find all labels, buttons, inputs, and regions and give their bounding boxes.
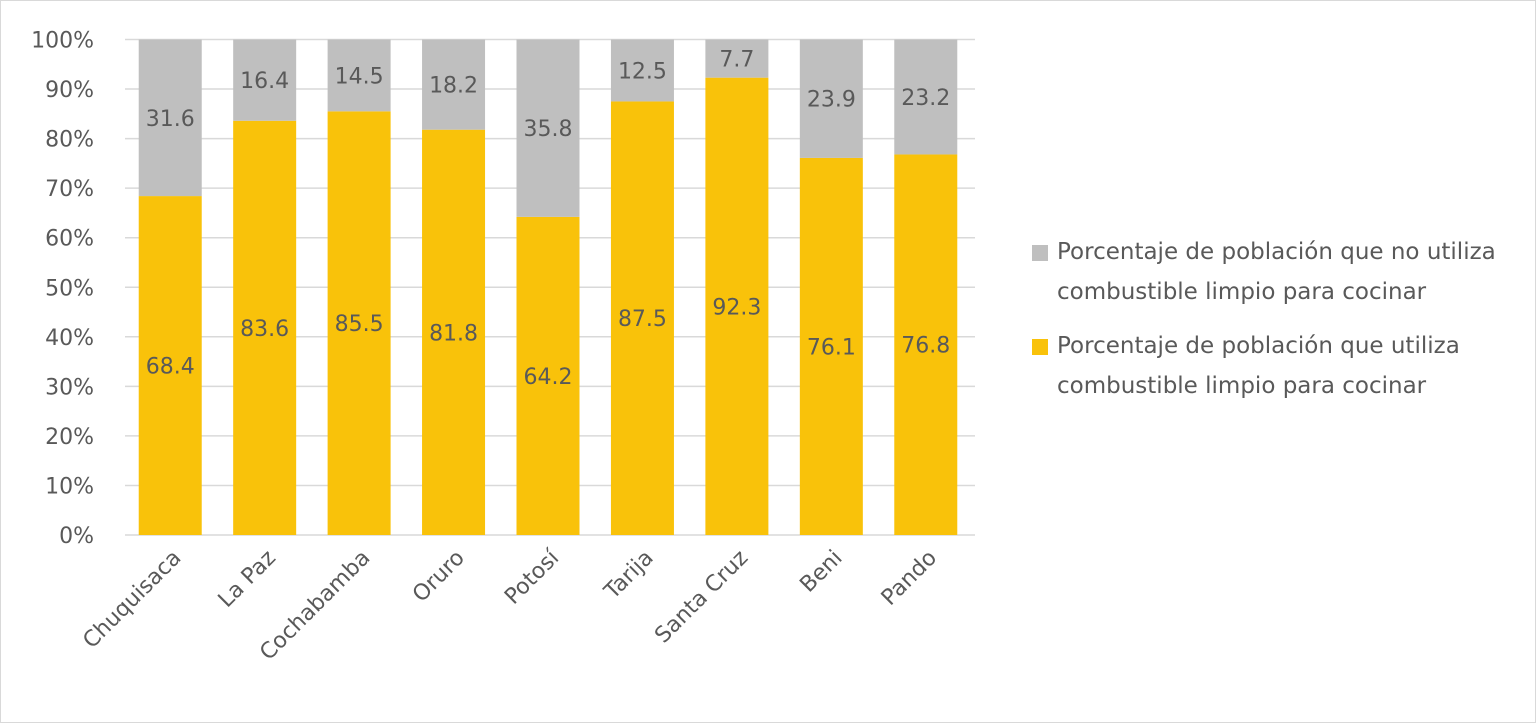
bar-segment xyxy=(327,111,391,535)
y-tick-label: 90% xyxy=(45,78,94,103)
y-tick-label: 50% xyxy=(45,276,94,301)
data-label: 92.3 xyxy=(712,295,761,320)
bar-segment xyxy=(516,39,580,217)
y-tick-label: 40% xyxy=(45,326,94,351)
x-tick-label: Santa Cruz xyxy=(650,546,753,649)
bar-segment xyxy=(705,39,769,78)
data-label: 85.5 xyxy=(335,312,384,337)
bar-segment xyxy=(799,157,863,535)
legend-swatch xyxy=(1032,245,1048,261)
bar-segment xyxy=(705,77,769,535)
y-tick-label: 80% xyxy=(45,128,94,153)
legend-label: Porcentaje de población que utiliza comb… xyxy=(1057,333,1460,399)
bar-segment xyxy=(894,154,958,535)
data-label: 76.1 xyxy=(807,335,856,360)
x-tick-label: Potosí xyxy=(500,545,565,610)
y-tick-label: 70% xyxy=(45,177,94,202)
data-label: 23.2 xyxy=(901,86,950,111)
data-label: 87.5 xyxy=(618,307,667,332)
bar-segment xyxy=(233,39,297,121)
bar-segment xyxy=(610,39,674,102)
bar-segment xyxy=(422,129,486,535)
x-tick-label: La Paz xyxy=(214,546,281,613)
data-label: 76.8 xyxy=(901,334,950,359)
data-label: 7.7 xyxy=(719,48,754,73)
bar-segment xyxy=(610,101,674,535)
y-tick-label: 100% xyxy=(31,29,94,54)
x-tick-label: Tarija xyxy=(599,546,658,605)
data-label: 83.6 xyxy=(240,317,289,342)
x-tick-label: Beni xyxy=(795,546,847,598)
data-label: 68.4 xyxy=(146,355,195,380)
data-label: 18.2 xyxy=(429,74,478,99)
y-tick-label: 10% xyxy=(45,474,94,499)
x-tick-label: Chuquisaca xyxy=(78,546,186,654)
legend-item: Porcentaje de población que no utiliza c… xyxy=(1030,232,1530,312)
bar-segment xyxy=(138,39,202,197)
y-tick-label: 60% xyxy=(45,227,94,252)
legend-label: Porcentaje de población que no utiliza c… xyxy=(1057,239,1496,305)
legend-item: Porcentaje de población que utiliza comb… xyxy=(1030,326,1530,406)
y-tick-label: 30% xyxy=(45,375,94,400)
legend: Porcentaje de población que no utiliza c… xyxy=(1030,232,1530,420)
x-tick-label: Oruro xyxy=(408,546,470,608)
legend-swatch xyxy=(1032,339,1048,355)
data-label: 14.5 xyxy=(335,64,384,89)
data-label: 12.5 xyxy=(618,59,667,84)
data-label: 23.9 xyxy=(807,88,856,113)
data-label: 64.2 xyxy=(524,365,573,390)
bar-segment xyxy=(516,216,580,535)
data-label: 35.8 xyxy=(524,117,573,142)
bar-segment xyxy=(799,39,863,158)
bar-segment xyxy=(233,120,297,536)
bar-segment xyxy=(138,196,202,535)
bar-segment xyxy=(327,39,391,112)
data-label: 16.4 xyxy=(240,69,289,94)
data-label: 81.8 xyxy=(429,321,478,346)
x-tick-label: Pando xyxy=(877,546,942,611)
y-tick-label: 20% xyxy=(45,425,94,450)
bar-segment xyxy=(894,39,958,155)
bar-segment xyxy=(422,39,486,130)
data-label: 31.6 xyxy=(146,107,195,132)
y-tick-label: 0% xyxy=(59,524,94,549)
